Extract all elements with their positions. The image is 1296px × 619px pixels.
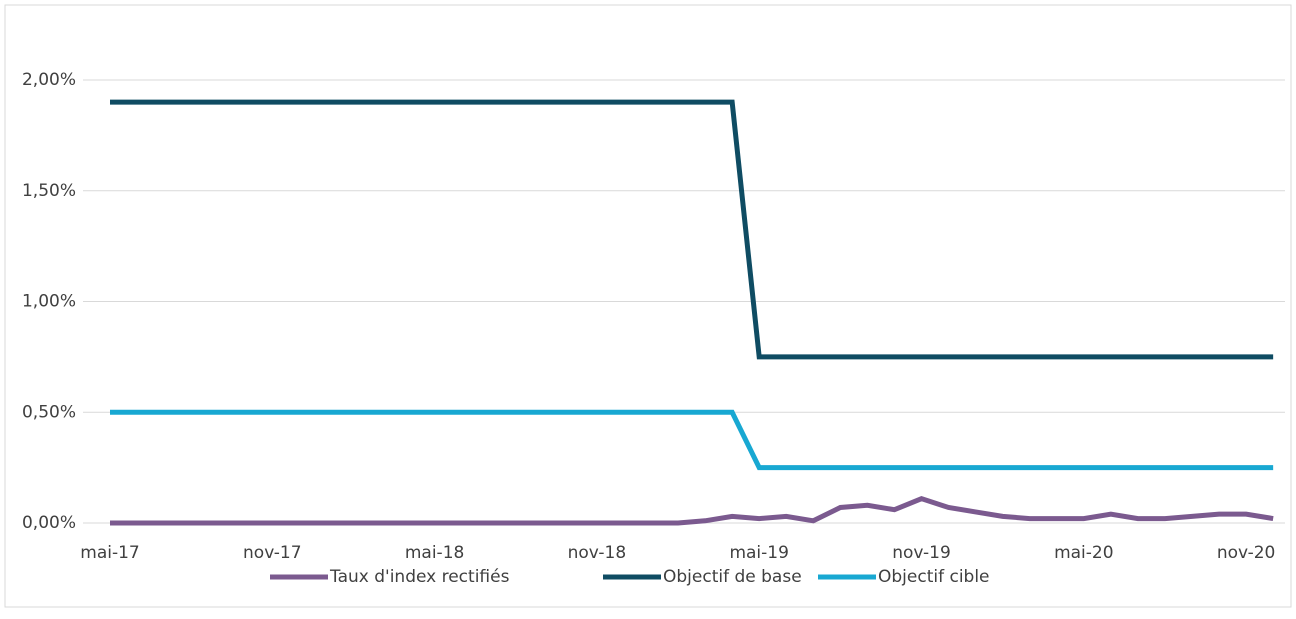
- y-tick-label: 0,50%: [22, 402, 76, 422]
- x-tick-label: nov-17: [243, 543, 302, 563]
- line-series: [110, 99, 1274, 360]
- legend-label: Objectif de base: [663, 567, 802, 587]
- line-series: [110, 409, 1274, 471]
- legend-label: Taux d'index rectifiés: [329, 567, 510, 587]
- x-tick-label: nov-20: [1217, 543, 1276, 563]
- x-tick-label: mai-20: [1054, 543, 1113, 563]
- y-tick-label: 0,00%: [22, 513, 76, 533]
- y-tick-label: 1,00%: [22, 292, 76, 312]
- line-series: [110, 495, 1274, 526]
- x-tick-label: mai-19: [729, 543, 788, 563]
- x-tick-label: nov-19: [892, 543, 951, 563]
- legend-label: Objectif cible: [878, 567, 990, 587]
- x-tick-label: mai-18: [405, 543, 464, 563]
- chart-frame: [4, 4, 1292, 608]
- x-tick-label: mai-17: [80, 543, 139, 563]
- y-tick-label: 1,50%: [22, 181, 76, 201]
- x-tick-label: nov-18: [568, 543, 627, 563]
- y-tick-label: 2,00%: [22, 70, 76, 90]
